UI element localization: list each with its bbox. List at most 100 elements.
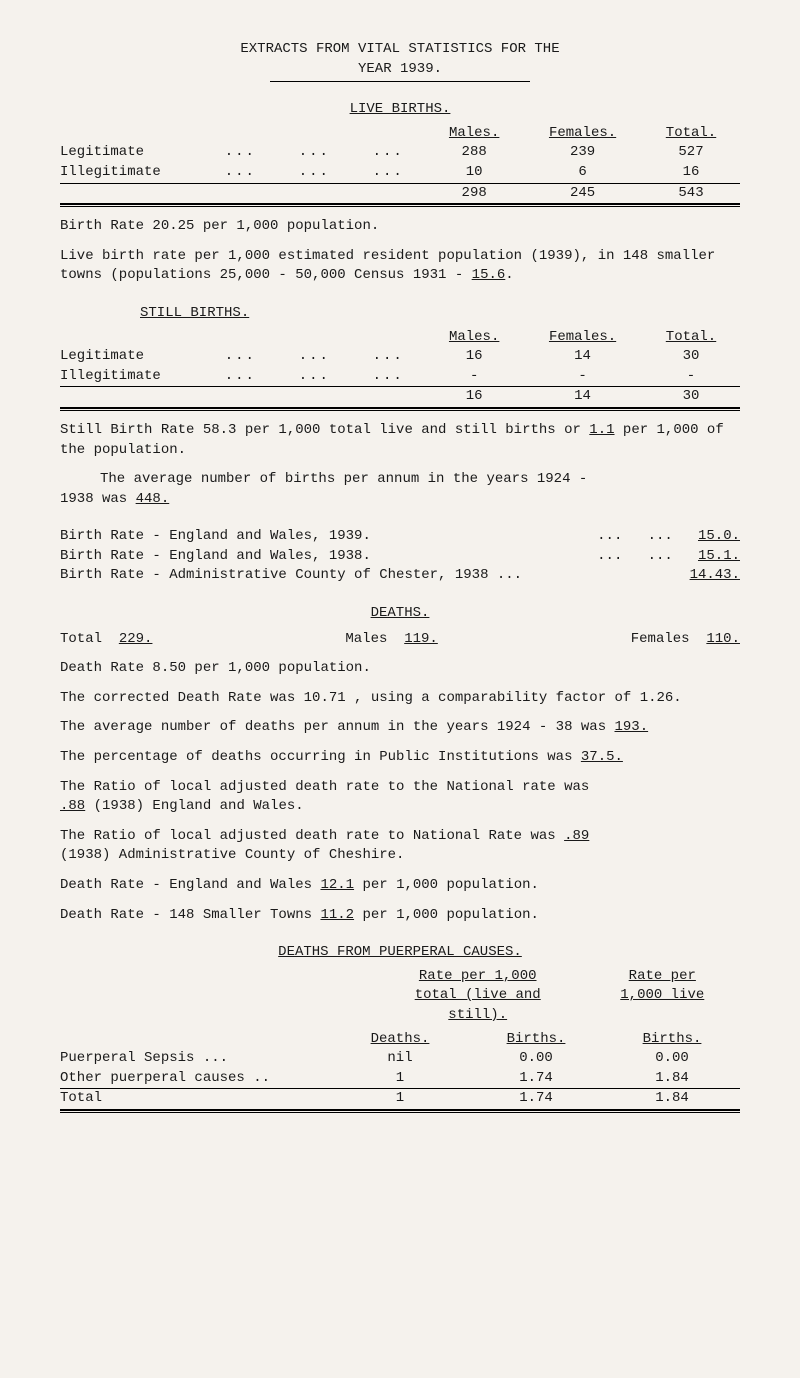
col-births: Births. bbox=[468, 1030, 604, 1050]
total-label: Total bbox=[60, 1089, 332, 1110]
total-t: 30 bbox=[642, 387, 740, 408]
cell: 239 bbox=[523, 143, 642, 163]
avg-deaths-para: The average number of deaths per annum i… bbox=[60, 718, 740, 738]
live-birth-rate-val: 15.6 bbox=[472, 267, 506, 283]
deaths-section: DEATHS. Total 229. Males 119. Females 11… bbox=[60, 604, 740, 925]
deaths-females: 110. bbox=[706, 631, 740, 647]
cell: 30 bbox=[642, 347, 740, 367]
table-row: Legitimate ......... 288 239 527 bbox=[60, 143, 740, 163]
col-total: Total. bbox=[642, 124, 740, 144]
puerperal-heading: DEATHS FROM PUERPERAL CAUSES. bbox=[60, 943, 740, 963]
still-rate-para: Still Birth Rate 58.3 per 1,000 total li… bbox=[60, 421, 740, 460]
table-row: Illegitimate ......... 10 6 16 bbox=[60, 163, 740, 183]
cell: 10 bbox=[425, 163, 523, 183]
puerperal-table: Deaths. Births. Births. Puerperal Sepsis… bbox=[60, 1030, 740, 1113]
cell: 16 bbox=[642, 163, 740, 183]
still-births-table: Males. Females. Total. Legitimate ......… bbox=[60, 328, 740, 411]
doc-title-block: EXTRACTS FROM VITAL STATISTICS FOR THE Y… bbox=[60, 40, 740, 82]
deaths-totals-row: Total 229. Males 119. Females 110. bbox=[60, 630, 740, 650]
birth-rates-list: Birth Rate - England and Wales, 1939. ..… bbox=[60, 527, 740, 586]
col-males: Males. bbox=[425, 328, 523, 348]
col-total: Total. bbox=[642, 328, 740, 348]
avg-births-para: The average number of births per annum i… bbox=[60, 470, 740, 509]
rate-val: 15.0. bbox=[698, 528, 740, 544]
title-rule bbox=[270, 81, 530, 82]
table-row: Puerperal Sepsis ... nil 0.00 0.00 bbox=[60, 1049, 740, 1069]
col-males: Males. bbox=[425, 124, 523, 144]
puerperal-section: DEATHS FROM PUERPERAL CAUSES. Rate per 1… bbox=[60, 943, 740, 1113]
deaths-males: 119. bbox=[404, 631, 438, 647]
cell: 288 bbox=[425, 143, 523, 163]
row-label: Other puerperal causes .. bbox=[60, 1069, 332, 1089]
total-m: 298 bbox=[425, 183, 523, 204]
total-t: 543 bbox=[642, 183, 740, 204]
total-f: 14 bbox=[523, 387, 642, 408]
dr-eng-para: Death Rate - England and Wales 12.1 per … bbox=[60, 876, 740, 896]
table-header-row: Males. Females. Total. bbox=[60, 328, 740, 348]
table-row: Other puerperal causes .. 1 1.74 1.84 bbox=[60, 1069, 740, 1089]
doc-year: YEAR 1939. bbox=[60, 60, 740, 80]
cell: 527 bbox=[642, 143, 740, 163]
still-births-heading: STILL BIRTHS. bbox=[140, 304, 249, 324]
cell: - bbox=[425, 367, 523, 387]
table-row: Illegitimate ......... - - - bbox=[60, 367, 740, 387]
cell: 16 bbox=[425, 347, 523, 367]
totals-row: 16 14 30 bbox=[60, 387, 740, 408]
cell: 1.84 bbox=[604, 1069, 740, 1089]
pct-institutions-para: The percentage of deaths occurring in Pu… bbox=[60, 748, 740, 768]
live-birth-rate-para: Live birth rate per 1,000 estimated resi… bbox=[60, 247, 740, 286]
dr-small-val: 11.2 bbox=[320, 907, 354, 923]
cell: - bbox=[523, 367, 642, 387]
rate-val: 15.1. bbox=[698, 548, 740, 564]
live-births-section: LIVE BIRTHS. Males. Females. Total. Legi… bbox=[60, 100, 740, 286]
ratio-admin-para: The Ratio of local adjusted death rate t… bbox=[60, 827, 740, 866]
avg-births-val: 448. bbox=[136, 491, 170, 507]
ratio-local-val: .88 bbox=[60, 798, 85, 814]
ratio-admin-val: .89 bbox=[564, 828, 589, 844]
deaths-heading: DEATHS. bbox=[60, 604, 740, 624]
total-d: 1 bbox=[332, 1089, 468, 1110]
totals-row: Total 1 1.74 1.84 bbox=[60, 1089, 740, 1110]
col-deaths: Deaths. bbox=[332, 1030, 468, 1050]
col-females: Females. bbox=[523, 328, 642, 348]
table-row: Legitimate ......... 16 14 30 bbox=[60, 347, 740, 367]
total-r2: 1.84 bbox=[604, 1089, 740, 1110]
cell: 1 bbox=[332, 1069, 468, 1089]
col-births2: Births. bbox=[604, 1030, 740, 1050]
rate-val: 14.43. bbox=[690, 566, 740, 586]
table-header-row: Deaths. Births. Births. bbox=[60, 1030, 740, 1050]
puerperal-rate-header: Rate per 1,000 Rate per total (live and … bbox=[60, 967, 740, 1026]
death-rate-line: Death Rate 8.50 per 1,000 population. bbox=[60, 659, 740, 679]
deaths-total: 229. bbox=[119, 631, 153, 647]
row-label: Illegitimate bbox=[60, 163, 203, 183]
doc-title: EXTRACTS FROM VITAL STATISTICS FOR THE bbox=[60, 40, 740, 60]
cell: 0.00 bbox=[604, 1049, 740, 1069]
total-r1: 1.74 bbox=[468, 1089, 604, 1110]
row-label: Legitimate bbox=[60, 347, 203, 367]
pct-val: 37.5. bbox=[581, 749, 623, 765]
still-rate-val: 1.1 bbox=[589, 422, 614, 438]
cell: 1.74 bbox=[468, 1069, 604, 1089]
still-births-section: STILL BIRTHS. Males. Females. Total. Leg… bbox=[60, 304, 740, 509]
total-m: 16 bbox=[425, 387, 523, 408]
total-f: 245 bbox=[523, 183, 642, 204]
cell: 6 bbox=[523, 163, 642, 183]
avg-deaths-val: 193. bbox=[615, 719, 649, 735]
live-births-heading: LIVE BIRTHS. bbox=[60, 100, 740, 120]
corrected-rate-para: The corrected Death Rate was 10.71 , usi… bbox=[60, 689, 740, 709]
dr-eng-val: 12.1 bbox=[320, 877, 354, 893]
birth-rate-row: Birth Rate - England and Wales, 1938. ..… bbox=[60, 547, 740, 567]
row-label: Illegitimate bbox=[60, 367, 203, 387]
table-header-row: Males. Females. Total. bbox=[60, 124, 740, 144]
col-females: Females. bbox=[523, 124, 642, 144]
dr-small-para: Death Rate - 148 Smaller Towns 11.2 per … bbox=[60, 906, 740, 926]
birth-rate-row: Birth Rate - Administrative County of Ch… bbox=[60, 566, 740, 586]
row-label: Legitimate bbox=[60, 143, 203, 163]
birth-rate-row: Birth Rate - England and Wales, 1939. ..… bbox=[60, 527, 740, 547]
cell: 0.00 bbox=[468, 1049, 604, 1069]
cell: nil bbox=[332, 1049, 468, 1069]
birth-rate-line: Birth Rate 20.25 per 1,000 population. bbox=[60, 217, 740, 237]
row-label: Puerperal Sepsis ... bbox=[60, 1049, 332, 1069]
live-births-table: Males. Females. Total. Legitimate ......… bbox=[60, 124, 740, 207]
ratio-local-para: The Ratio of local adjusted death rate t… bbox=[60, 778, 740, 817]
